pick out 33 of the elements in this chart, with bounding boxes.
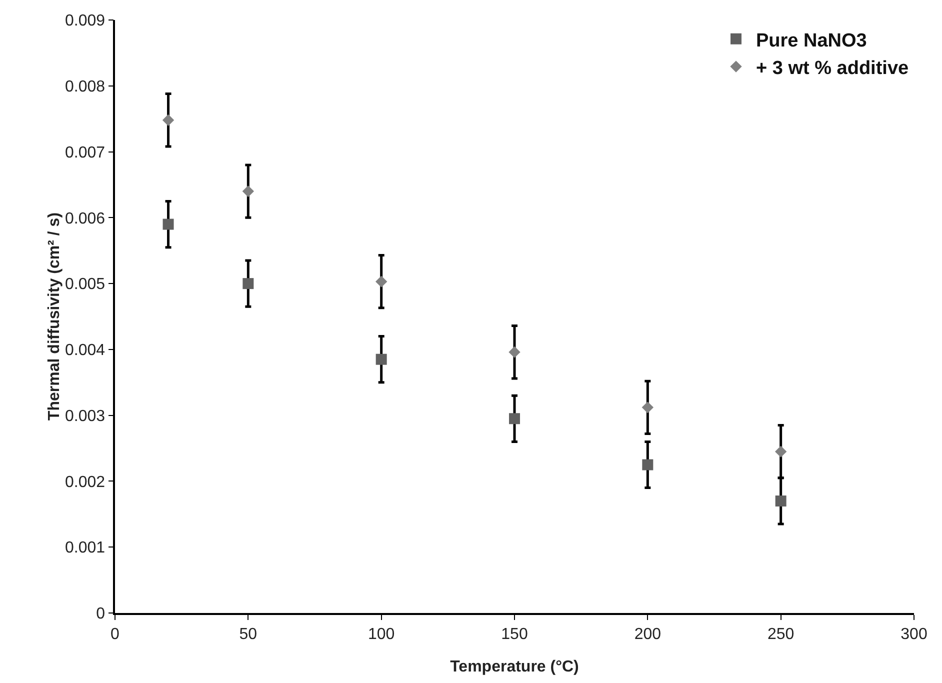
x-tick-label: 150 [501,626,528,643]
y-tick-label: 0 [96,606,106,623]
point [242,278,254,290]
point [242,185,254,198]
x-tick-label: 200 [634,626,662,643]
x-tick-label: 300 [900,626,928,643]
legend-label: + 3 wt % additive [756,58,909,79]
y-tick-label: 0.008 [65,78,106,96]
x-tick-label: 250 [767,626,794,643]
y-tick-label: 0.002 [65,474,106,491]
x-tick-label: 0 [110,626,120,643]
point [642,402,654,414]
y-tick-label: 0.005 [65,276,106,294]
y-tick-label: 0.009 [65,12,106,30]
y-tick-label: 0.004 [65,342,106,360]
y-tick-label: 0.003 [65,408,106,425]
y-tick-label: 0.001 [65,540,106,557]
point [162,218,174,230]
point [775,495,786,506]
x-axis-title: Temperature (°C) [450,658,579,676]
y-tick-label: 0.007 [65,144,106,162]
x-tick-label: 50 [239,626,258,643]
point [774,446,787,458]
point [509,413,520,424]
point [508,346,520,358]
point [642,459,654,470]
point [376,354,387,365]
point [375,276,388,288]
x-tick-label: 100 [368,626,395,643]
y-tick-label: 0.006 [65,210,106,228]
legend-label: Pure NaNO3 [756,30,867,52]
point [162,114,174,126]
y-axis-title: Thermal diffusivity (cm² / s) [46,212,64,421]
